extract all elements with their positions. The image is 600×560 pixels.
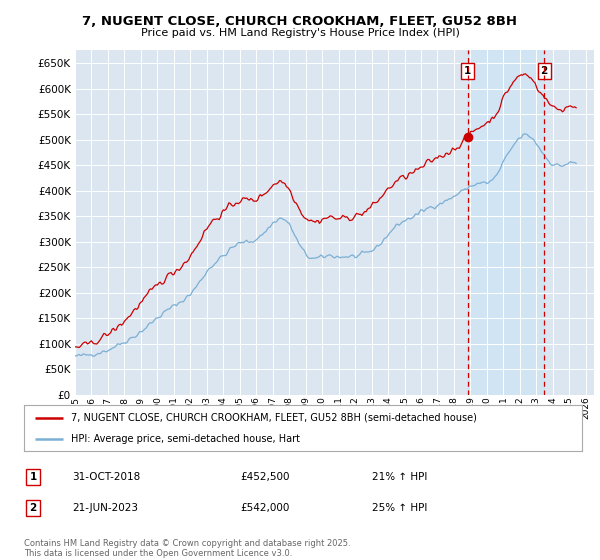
Text: 2: 2 bbox=[541, 66, 548, 76]
Text: 31-OCT-2018: 31-OCT-2018 bbox=[72, 472, 140, 482]
Text: 21-JUN-2023: 21-JUN-2023 bbox=[72, 503, 138, 513]
Text: £542,000: £542,000 bbox=[240, 503, 289, 513]
Text: 2: 2 bbox=[29, 503, 37, 513]
Text: Contains HM Land Registry data © Crown copyright and database right 2025.
This d: Contains HM Land Registry data © Crown c… bbox=[24, 539, 350, 558]
Bar bbox=[467, 50, 544, 395]
Text: 21% ↑ HPI: 21% ↑ HPI bbox=[372, 472, 427, 482]
Text: Price paid vs. HM Land Registry's House Price Index (HPI): Price paid vs. HM Land Registry's House … bbox=[140, 28, 460, 38]
Text: 7, NUGENT CLOSE, CHURCH CROOKHAM, FLEET, GU52 8BH: 7, NUGENT CLOSE, CHURCH CROOKHAM, FLEET,… bbox=[83, 15, 517, 28]
Text: 1: 1 bbox=[464, 66, 471, 76]
Text: 7, NUGENT CLOSE, CHURCH CROOKHAM, FLEET, GU52 8BH (semi-detached house): 7, NUGENT CLOSE, CHURCH CROOKHAM, FLEET,… bbox=[71, 413, 478, 423]
Text: 1: 1 bbox=[29, 472, 37, 482]
Text: £452,500: £452,500 bbox=[240, 472, 290, 482]
Text: HPI: Average price, semi-detached house, Hart: HPI: Average price, semi-detached house,… bbox=[71, 435, 301, 444]
Text: 25% ↑ HPI: 25% ↑ HPI bbox=[372, 503, 427, 513]
